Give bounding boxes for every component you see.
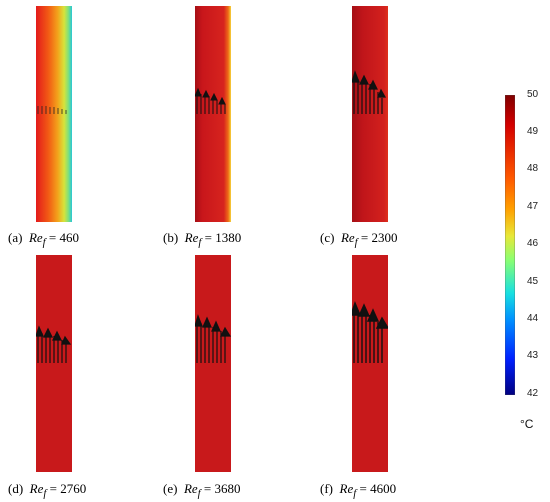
velocity-vectors xyxy=(352,70,387,114)
velocity-vectors xyxy=(195,314,231,363)
colorbar-tick: 43 xyxy=(527,350,539,361)
colorbar xyxy=(504,94,516,396)
colorbar-unit: °C xyxy=(520,417,534,431)
colorbar-tick: 45 xyxy=(527,276,539,287)
colorbar-tick: 47 xyxy=(527,201,539,212)
panel-c-contour xyxy=(352,6,388,222)
colorbar-tick: 48 xyxy=(527,163,539,174)
panel-e-contour xyxy=(195,255,231,472)
panel-a-contour xyxy=(36,6,72,222)
velocity-vectors xyxy=(37,106,67,114)
caption-e: (e) Ref = 3680 xyxy=(163,481,241,500)
colorbar-tick: 49 xyxy=(527,126,539,137)
caption-b: (b) Ref = 1380 xyxy=(163,230,242,249)
colorbar-tick: 42 xyxy=(527,388,539,399)
contour-field xyxy=(352,255,388,472)
velocity-vectors xyxy=(352,301,388,363)
colorbar-tick: 50 xyxy=(527,89,539,100)
contour-field xyxy=(36,255,72,472)
velocity-vectors xyxy=(36,325,72,363)
caption-d: (d) Ref = 2760 xyxy=(8,481,87,500)
colorbar-tick: 44 xyxy=(527,313,539,324)
contour-field xyxy=(195,255,231,472)
caption-c: (c) Ref = 2300 xyxy=(320,230,398,249)
panel-b-contour xyxy=(195,6,231,222)
panel-d-contour xyxy=(36,255,72,472)
velocity-vectors xyxy=(195,87,226,114)
caption-f: (f) Ref = 4600 xyxy=(320,481,397,500)
caption-a: (a) Ref = 460 xyxy=(8,230,80,249)
panel-f-contour xyxy=(352,255,388,472)
colorbar-tick: 46 xyxy=(527,238,539,249)
